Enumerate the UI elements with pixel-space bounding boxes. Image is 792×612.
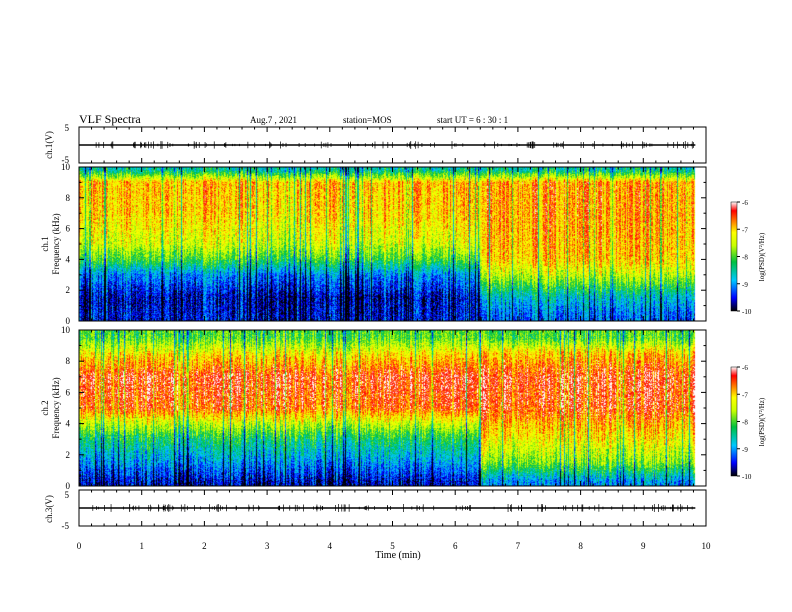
x-tick-label: 0	[77, 541, 82, 551]
y-tick-label: 8	[66, 356, 71, 366]
ch3-waveform-ytick-top: 5	[65, 490, 70, 500]
ch3-waveform-ylabel: ch.3(V)	[44, 495, 54, 523]
ch2-colorbar-label: log(PSD)(V²/Hz)	[758, 397, 766, 446]
ch2-colorbar: -6 -7 -8 -9 -10 log(PSD)(V²/Hz)	[730, 364, 766, 481]
colorbar-tick-label: -7	[742, 391, 748, 399]
colorbar-tick-label: -8	[742, 254, 748, 262]
ch1-spectrogram-heatmap	[79, 167, 706, 321]
colorbar-tick-label: -8	[742, 419, 748, 427]
colorbar-tick-label: -9	[742, 446, 748, 454]
x-tick-label: 3	[265, 541, 270, 551]
y-tick-label: 10	[61, 162, 71, 172]
ch1-colorbar-gradient	[730, 201, 738, 312]
time-axis: 0 1 2 3 4 5 6 7 8 9 10	[77, 541, 711, 551]
date-label: Aug.7 , 2021	[250, 115, 297, 125]
x-tick-label: 8	[578, 541, 583, 551]
y-tick-label: 2	[66, 285, 71, 295]
ch1-colorbar: -6 -7 -8 -9 -10 log(PSD)(V²/Hz)	[730, 199, 766, 316]
ch3-waveform-ytick-bottom: -5	[62, 521, 70, 531]
ch1-waveform-ytick-bottom: -5	[62, 155, 70, 165]
colorbar-tick-label: -10	[742, 473, 752, 481]
ch3-waveform-trace	[79, 504, 696, 512]
ch2-spectrogram-heatmap	[79, 330, 706, 486]
ch2-spectrogram-panel: 10 8 6 4 2 0 ch.2Frequency (kHz)	[40, 325, 707, 491]
ch1-spectrogram-yticks: 10 8 6 4 2 0	[61, 162, 706, 326]
ch1-waveform-panel: 5 -5 ch.1(V)	[44, 123, 707, 165]
ch2-colorbar-gradient	[730, 366, 738, 477]
colorbar-tick-label: -7	[742, 226, 748, 234]
ch1-spectrogram-ylabel-channel: ch.1Frequency (kHz)	[40, 213, 61, 274]
ch3-waveform-panel: 5 -5 ch.3(V)	[44, 489, 707, 531]
colorbar-tick-label: -9	[742, 281, 748, 289]
y-tick-label: 4	[66, 254, 71, 264]
time-axis-label: Time (min)	[375, 550, 420, 561]
ch2-spectrogram-yticks: 10 8 6 4 2 0	[61, 325, 706, 491]
ch1-waveform-ytick-top: 5	[65, 123, 70, 133]
x-tick-label: 5	[390, 541, 395, 551]
y-tick-label: 4	[66, 419, 71, 429]
y-tick-label: 0	[66, 481, 71, 491]
y-tick-label: 6	[66, 224, 71, 234]
ch1-waveform-ylabel: ch.1(V)	[44, 131, 54, 159]
colorbar-tick-label: -10	[742, 308, 752, 316]
y-tick-label: 0	[66, 316, 71, 326]
ch1-colorbar-label: log(PSD)(V²/Hz)	[758, 232, 766, 281]
y-tick-label: 10	[61, 325, 71, 335]
colorbar-tick-label: -6	[742, 199, 748, 207]
station-label: station=MOS	[343, 115, 392, 125]
start-time-label: start UT = 6 : 30 : 1	[437, 115, 508, 125]
x-tick-label: 10	[702, 541, 712, 551]
y-tick-label: 6	[66, 387, 71, 397]
ch2-spectrogram-ylabel: ch.2Frequency (kHz)	[40, 377, 61, 438]
y-tick-label: 8	[66, 193, 71, 203]
x-tick-label: 1	[139, 541, 144, 551]
x-tick-label: 7	[516, 541, 521, 551]
x-tick-label: 9	[641, 541, 646, 551]
x-tick-label: 2	[202, 541, 207, 551]
ch1-waveform-trace	[79, 141, 696, 149]
x-tick-label: 4	[328, 541, 333, 551]
x-tick-label: 6	[453, 541, 458, 551]
ch1-spectrogram-panel: 10 8 6 4 2 0 ch.1Frequency (kHz)	[40, 162, 707, 326]
ch2-colorbar-ticks: -6 -7 -8 -9 -10	[737, 364, 752, 481]
panel-tick-marks	[78, 127, 707, 526]
y-tick-label: 2	[66, 450, 71, 460]
colorbar-tick-label: -6	[742, 364, 748, 372]
ch1-colorbar-ticks: -6 -7 -8 -9 -10	[737, 199, 752, 316]
figure-title: VLF Spectra	[79, 112, 141, 126]
